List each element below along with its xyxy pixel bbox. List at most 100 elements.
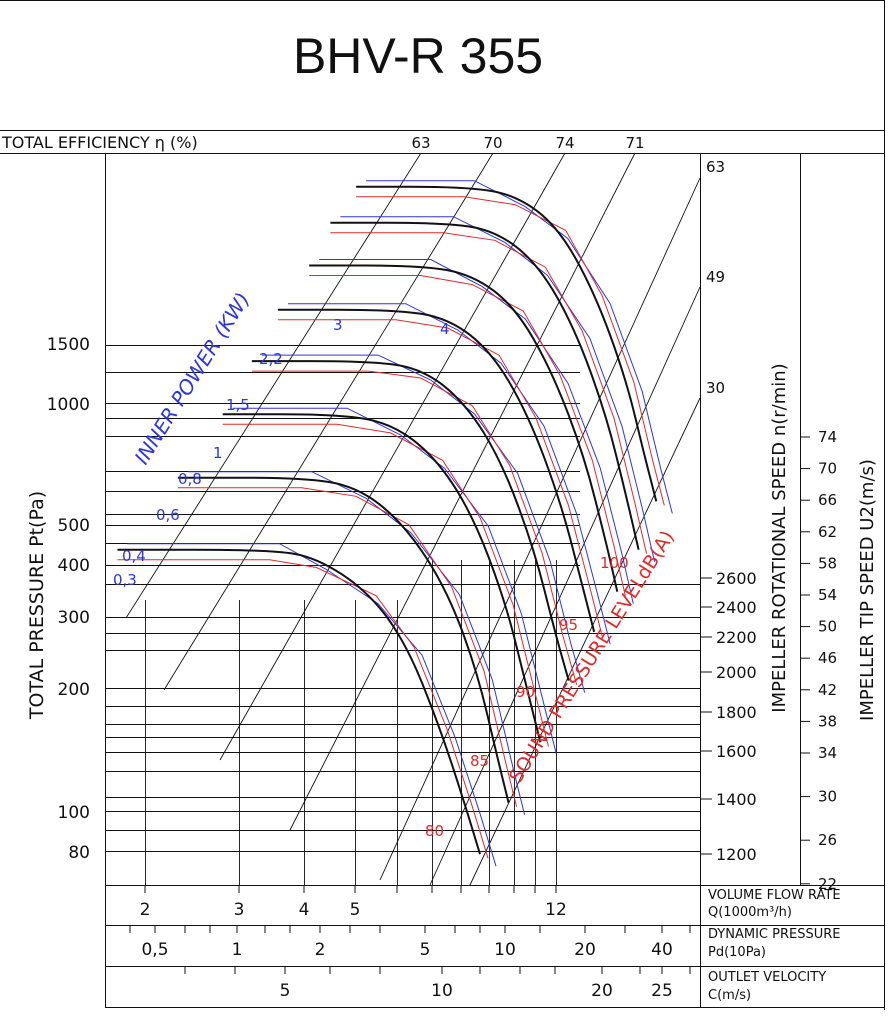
chart-title: BHV-R 355 [293, 28, 543, 84]
tip-speed-tick: 62 [818, 523, 837, 541]
power-tick: 2,2 [259, 350, 283, 368]
tip-speed-tick: 30 [818, 788, 837, 806]
flow-tick: 12 [545, 900, 567, 920]
flow-label-2: Q(1000m³/h) [708, 905, 792, 920]
power-tick: 0,4 [122, 547, 146, 565]
dyn-label-1: DYNAMIC PRESSURE [708, 927, 840, 942]
power-tick: 4 [440, 320, 450, 338]
fan-curve-1800 [251, 360, 570, 681]
flow-tick: 4 [299, 900, 310, 920]
sound-tick: 85 [470, 752, 489, 770]
diagonal-line [469, 397, 701, 886]
vel-label-2: C(m/s) [708, 988, 751, 1003]
y-tick: 1000 [47, 395, 90, 415]
power-tick: 0,6 [156, 506, 180, 524]
diagonal-line [163, 152, 494, 691]
y-tick: 200 [58, 680, 90, 700]
dyn-tick: 40 [651, 940, 673, 960]
flow-tick-labels: 2 3 4 5 12 [140, 885, 567, 920]
tip-speed-tick: 46 [818, 649, 837, 667]
dyn-tick: 10 [494, 940, 516, 960]
speed-line-labels: 63 49 30 [706, 158, 725, 397]
sound-curve [330, 232, 648, 554]
sound-curve [251, 370, 578, 685]
speed-line-tick: 30 [706, 379, 725, 397]
rpm-tick: 1600 [716, 742, 757, 761]
vel-label-1: OUTLET VELOCITY [708, 970, 826, 985]
rpm-tick-labels: 2600 2400 2200 2000 1800 1600 1400 1200 [700, 569, 757, 864]
diagonal-line [379, 177, 701, 881]
power-tick: 1 [213, 444, 223, 462]
tip-speed-tick: 54 [818, 586, 837, 604]
efficiency-tick: 74 [555, 134, 574, 152]
vel-tick: 25 [651, 981, 673, 1001]
y-tick: 500 [58, 516, 90, 536]
rpm-tick: 2000 [716, 663, 757, 682]
dyn-tick: 2 [315, 940, 326, 960]
y-tick: 1500 [47, 335, 90, 355]
rpm-tick: 2200 [716, 628, 757, 647]
tip-speed-tick: 22 [818, 875, 837, 893]
sound-tick: 95 [559, 616, 578, 634]
chart-frame [0, 0, 885, 1010]
tip-speed-tick: 38 [818, 712, 837, 730]
rpm-tick: 1800 [716, 703, 757, 722]
fan-curve-1400 [177, 476, 510, 804]
fan-curve-2000 [278, 308, 596, 633]
tip-speed-tick: 50 [818, 618, 837, 636]
tip-speed-tick-labels: 74 70 66 62 58 54 50 46 42 38 34 30 26 22 [800, 428, 837, 893]
efficiency-diagonals [125, 152, 701, 886]
flow-tick: 2 [140, 900, 151, 920]
power-tick: 3 [333, 316, 343, 334]
fan-curve-1600 [222, 413, 542, 743]
y-tick: 400 [58, 556, 90, 576]
power-tick: 0,3 [113, 571, 137, 589]
dynamic-pressure-tick-labels: 0,5 1 2 5 10 20 40 [129, 925, 691, 960]
sound-curve [117, 559, 489, 859]
flow-tick: 5 [350, 900, 361, 920]
fan-curves [117, 185, 658, 855]
tip-speed-tick: 70 [818, 460, 837, 478]
vel-tick: 10 [431, 981, 453, 1001]
speed-line-tick: 63 [706, 158, 725, 176]
sound-curve [177, 487, 518, 807]
dyn-tick: 20 [574, 940, 596, 960]
fan-curve-2200 [309, 264, 619, 592]
power-curve [261, 354, 586, 693]
rot-speed-label: IMPELLER ROTATIONAL SPEED n(r/min) [769, 363, 790, 712]
tip-speed-tick: 74 [818, 428, 837, 446]
pressure-gridlines [106, 345, 700, 852]
tip-speed-tick: 34 [818, 744, 837, 762]
dyn-label-2: Pd(10Pa) [708, 945, 766, 960]
efficiency-label: TOTAL EFFICIENCY η (%) [1, 133, 198, 152]
y-axis-label: TOTAL PRESSURE Pt(Pa) [26, 491, 48, 720]
diagonal-line [125, 152, 422, 619]
velocity-tick-labels: 5 10 20 25 [184, 966, 691, 1001]
sound-curve [356, 196, 665, 506]
fan-curve-1200 [117, 548, 481, 855]
power-tick: 1,5 [226, 396, 250, 414]
sound-tick: 100 [600, 554, 629, 572]
rpm-tick: 2600 [716, 569, 757, 588]
speed-line-tick: 49 [706, 268, 725, 286]
sound-tick-labels: 100 95 90 85 80 [425, 554, 629, 840]
power-tick: 0,8 [178, 470, 202, 488]
sound-curve [309, 275, 626, 596]
power-curve [366, 180, 673, 514]
dyn-tick: 5 [420, 940, 431, 960]
sound-curve [278, 319, 603, 637]
power-label: INNER POWER (KW) [130, 288, 255, 468]
power-curve [127, 543, 497, 867]
y-tick-labels: 1500 1000 500 400 300 200 100 80 [47, 335, 90, 863]
power-tick-labels: 4 3 2,2 1,5 1 0,8 0,6 0,4 0,3 [113, 316, 450, 589]
tip-speed-tick: 66 [818, 491, 837, 509]
sound-curves [117, 196, 665, 859]
tip-speed-label: IMPELLER TIP SPEED U2(m/s) [857, 459, 878, 721]
y-tick: 80 [68, 843, 90, 863]
fan-curve-2600 [356, 185, 658, 502]
vel-tick: 20 [591, 981, 613, 1001]
tip-speed-tick: 26 [818, 831, 837, 849]
dyn-tick: 0,5 [141, 940, 168, 960]
diagonal-line [219, 152, 566, 761]
